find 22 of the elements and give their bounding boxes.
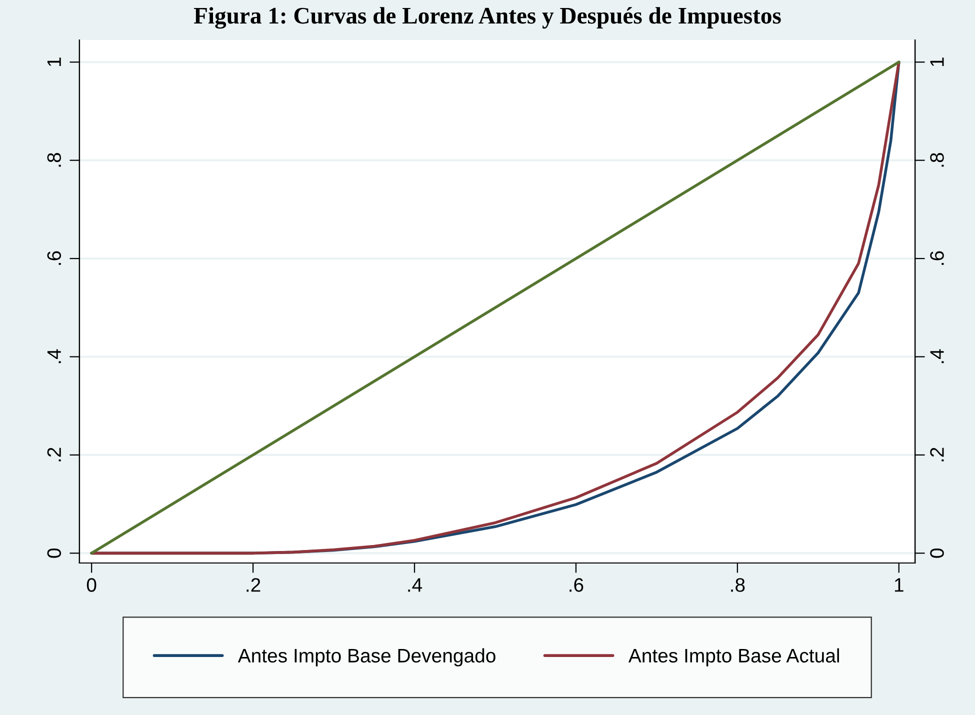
- y-tick-label: .2: [47, 448, 61, 462]
- x-tick-label: 0: [86, 578, 96, 592]
- y2-tick-label: 0: [930, 548, 944, 558]
- x-tick-label: .2: [246, 578, 260, 592]
- x-tick-label: 1: [894, 578, 904, 592]
- y2-tick-label: 1: [930, 58, 944, 66]
- x-tick-label: .8: [731, 578, 745, 592]
- y2-tick-label: .8: [930, 153, 944, 167]
- legend-label: Antes Impto Base Actual: [628, 648, 839, 666]
- line-series: [90, 60, 900, 555]
- y-tick-label: .6: [47, 251, 62, 265]
- x-tick-label: .6: [570, 578, 584, 592]
- y-tick-label: .4: [47, 349, 61, 364]
- y2-tick-label: .4: [930, 349, 944, 364]
- y-tick-label: 1: [47, 58, 61, 66]
- x-tick-label: .4: [408, 578, 422, 592]
- chart-title: Figura 1: Curvas de Lorenz Antes y Después de Impuestos: [194, 7, 781, 29]
- y-tick-label: 0: [47, 548, 62, 558]
- y-tick-label: .8: [47, 153, 62, 167]
- y2-tick-label: .6: [930, 251, 944, 265]
- y2-tick-label: .2: [930, 448, 944, 462]
- legend-label: Antes Impto Base Devengado: [238, 648, 496, 666]
